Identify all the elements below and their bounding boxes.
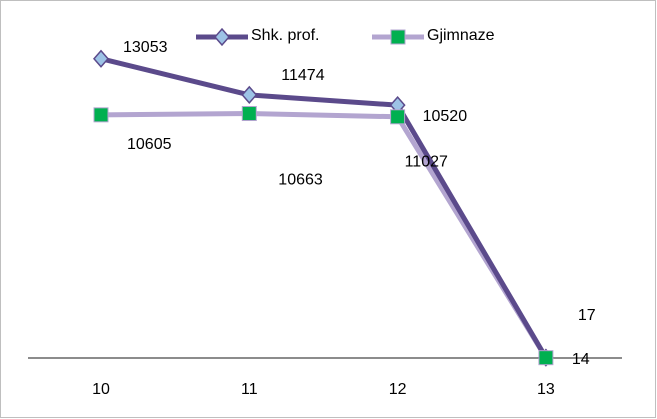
data-label: 17	[578, 307, 596, 324]
series-line	[100, 111, 549, 359]
series-line	[100, 56, 549, 359]
data-label: 11474	[281, 67, 324, 84]
point	[538, 350, 554, 366]
point	[390, 29, 406, 45]
data-label: 10520	[423, 108, 468, 125]
data-label: 10605	[127, 136, 172, 153]
x-tick-label: 10	[92, 381, 110, 398]
x-tick-label: 13	[537, 381, 555, 398]
data-label: 11027	[405, 153, 448, 170]
x-tick-label: 11	[241, 381, 258, 398]
data-label: 13053	[123, 39, 168, 56]
data-label: 10663	[278, 172, 323, 189]
point	[241, 106, 257, 122]
point	[93, 107, 109, 123]
point	[241, 85, 258, 105]
legend-label: Shk. prof.	[251, 27, 319, 44]
point	[93, 49, 109, 68]
legend-label: Gjimnaze	[427, 27, 495, 44]
x-tick-label: 12	[389, 381, 407, 398]
data-label: 14	[572, 351, 590, 368]
point	[390, 109, 406, 125]
point	[214, 27, 230, 47]
